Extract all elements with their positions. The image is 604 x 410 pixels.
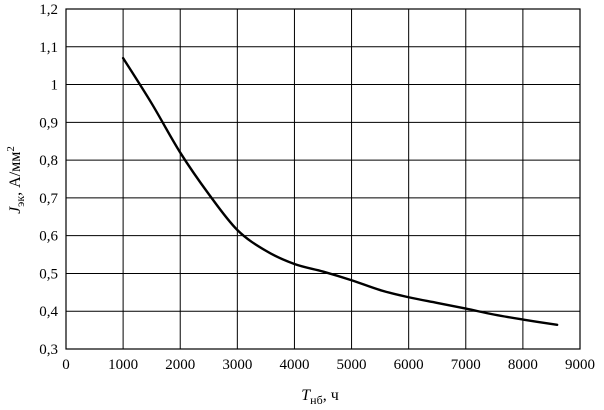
y-tick-label: 0,3	[39, 342, 58, 358]
y-tick-label: 0,8	[39, 153, 58, 169]
x-axis-subscript: нб	[310, 393, 323, 407]
series-layer	[121, 56, 559, 327]
grid	[65, 8, 581, 350]
x-tick-label: 0	[62, 357, 70, 373]
plot-frame	[65, 8, 581, 350]
y-tick-label: 0,9	[39, 115, 58, 131]
y-axis-symbol: J	[7, 206, 24, 214]
y-tick-labels: 0,3 0,4 0,5 0,6 0,7 0,8 0,9 1 1,1 1,2	[39, 2, 58, 358]
y-tick-label: 0,6	[39, 229, 58, 245]
y-tick-label: 1,2	[39, 2, 58, 18]
y-axis-title: Jэк, А/мм2	[5, 146, 27, 214]
x-tick-label: 9000	[565, 357, 595, 373]
y-tick-label: 0,5	[39, 266, 58, 282]
series-line-0	[121, 56, 559, 327]
x-tick-label: 1000	[108, 357, 138, 373]
x-tick-label: 3000	[222, 357, 252, 373]
x-tick-label: 8000	[508, 357, 538, 373]
x-axis-unit: , ч	[323, 387, 339, 404]
x-axis-symbol: T	[301, 387, 311, 404]
y-axis-superscript: 2	[5, 146, 17, 152]
y-axis-subscript: эк	[13, 196, 27, 207]
y-tick-label: 1	[51, 78, 59, 94]
x-axis-title: Tнб, ч	[301, 387, 338, 407]
x-tick-label: 4000	[279, 357, 309, 373]
x-tick-label: 6000	[394, 357, 424, 373]
y-axis-unit: , А/мм	[7, 152, 24, 196]
x-tick-labels: 0 1000 2000 3000 4000 5000 6000 7000 8000 9000	[62, 357, 595, 373]
y-tick-label: 1,1	[39, 40, 58, 56]
x-tick-label: 5000	[337, 357, 367, 373]
y-tick-label: 0,4	[39, 304, 58, 320]
y-tick-label: 0,7	[39, 191, 58, 207]
x-tick-label: 2000	[165, 357, 195, 373]
x-tick-label: 7000	[451, 357, 481, 373]
